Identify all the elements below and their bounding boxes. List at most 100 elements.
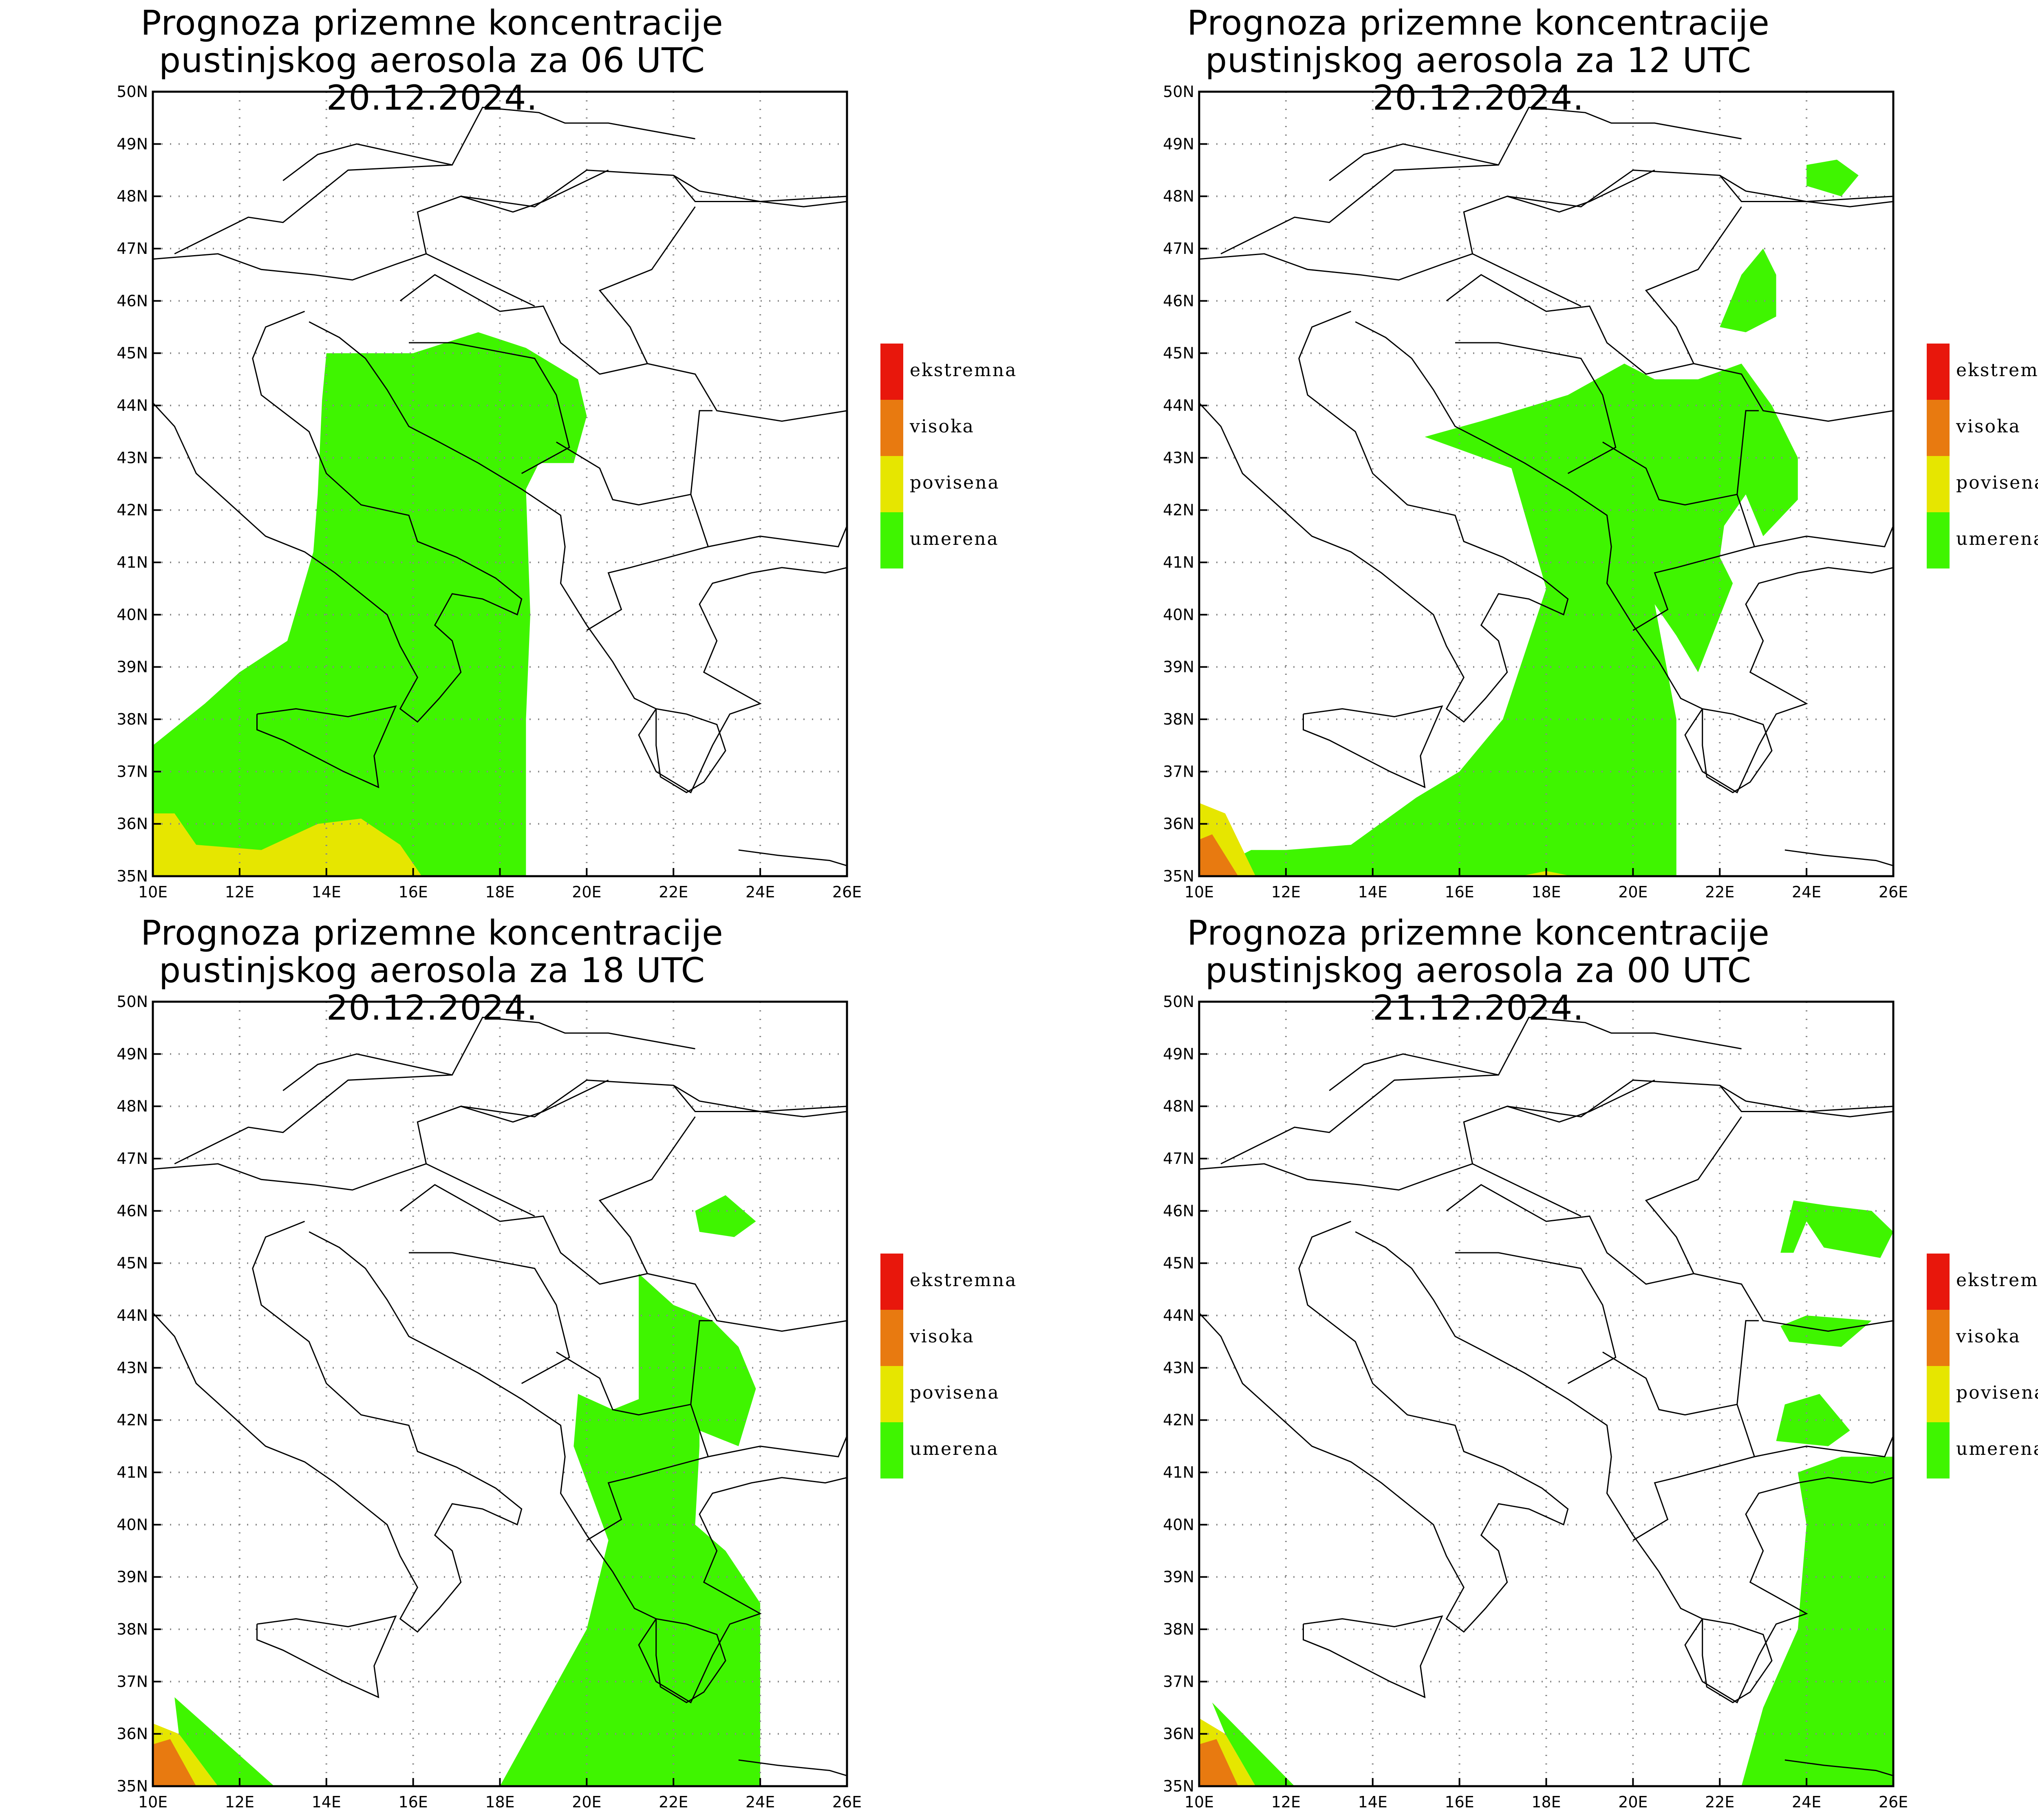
lon-tick-label: 12E — [1271, 1793, 1301, 1811]
legend-item-umerena: umerena — [880, 512, 1052, 568]
lat-tick-label: 46N — [1163, 1202, 1194, 1220]
lat-tick-label: 41N — [117, 553, 148, 571]
lat-tick-label: 41N — [117, 1463, 148, 1481]
lat-tick-label: 37N — [117, 1672, 148, 1690]
boundary-line — [1602, 1351, 1756, 1541]
legend-label: umerena — [1956, 529, 2038, 549]
aerosol-area-visoka — [153, 1739, 196, 1786]
lon-tick-label: 14E — [312, 1793, 341, 1811]
lat-tick-label: 36N — [117, 1725, 148, 1743]
lat-tick-label: 41N — [1163, 1463, 1194, 1481]
lat-tick-label: 48N — [117, 187, 148, 205]
boundary-line — [1303, 705, 1443, 789]
lat-tick-label: 35N — [1163, 867, 1194, 885]
boundary-line — [1507, 170, 1655, 213]
lat-tick-label: 41N — [1163, 553, 1194, 571]
boundary-line — [655, 1618, 726, 1703]
aerosol-area-umerena — [174, 1697, 274, 1786]
boundary-line — [174, 1074, 452, 1165]
legend-label: ekstremna — [1956, 360, 2038, 381]
aerosol-area-umerena — [1741, 1456, 1893, 1786]
lon-tick-label: 18E — [1531, 883, 1561, 901]
legend-swatch — [880, 1254, 903, 1310]
legend-label: ekstremna — [1956, 1270, 2038, 1291]
boundary-line — [153, 311, 523, 723]
legend-label: umerena — [1956, 1439, 2038, 1459]
lat-tick-label: 43N — [1163, 449, 1194, 467]
lat-tick-label: 37N — [1163, 762, 1194, 780]
boundary-line — [708, 525, 847, 548]
lat-tick-label: 37N — [1163, 1672, 1194, 1690]
lat-tick-label: 39N — [1163, 658, 1194, 676]
aerosol-area-umerena — [1199, 364, 1798, 876]
legend-item-visoka: visoka — [880, 400, 1052, 456]
lon-tick-label: 12E — [225, 1793, 254, 1811]
lat-tick-label: 35N — [1163, 1777, 1194, 1795]
legend-label: visoka — [910, 416, 975, 437]
lat-tick-label: 42N — [117, 1411, 148, 1429]
lon-tick-label: 22E — [659, 883, 688, 901]
lon-tick-label: 22E — [1705, 1793, 1734, 1811]
legend: ekstremna visoka povisena umerena — [880, 1254, 1052, 1482]
legend-swatch — [1927, 400, 1950, 456]
boundary-line — [174, 164, 452, 255]
boundary-line — [426, 253, 535, 307]
boundary-line — [738, 849, 847, 866]
boundary-line — [309, 1231, 847, 1703]
lon-tick-label: 24E — [746, 883, 775, 901]
boundary-line — [1303, 1615, 1443, 1699]
lon-tick-label: 14E — [1358, 1793, 1387, 1811]
map-18utc: 10E 12E 14E 16E 18E 20E 22E 24E 26E 35N 36N 37N 38N 3… — [117, 993, 862, 1811]
lat-tick-label: 39N — [117, 658, 148, 676]
legend-swatch — [880, 1366, 903, 1422]
lat-tick-label: 45N — [1163, 1254, 1194, 1272]
lon-tick-label: 16E — [1445, 1793, 1474, 1811]
lat-tick-label: 46N — [117, 292, 148, 310]
boundary-line — [1702, 1618, 1773, 1703]
legend-item-umerena: umerena — [880, 1422, 1052, 1478]
legend-label: povisena — [910, 472, 1000, 493]
boundary-line — [655, 708, 726, 793]
boundary-line — [1736, 1320, 1759, 1405]
boundary-line — [1455, 1252, 1617, 1384]
boundary-line — [256, 705, 397, 789]
boundary-line — [282, 106, 695, 181]
lon-tick-label: 16E — [398, 1793, 428, 1811]
lon-tick-label: 26E — [1879, 1793, 1908, 1811]
legend-swatch — [880, 1310, 903, 1366]
boundary-line — [256, 1615, 397, 1699]
lon-tick-label: 26E — [1879, 883, 1908, 901]
lon-tick-label: 24E — [1792, 1793, 1821, 1811]
lon-tick-label: 10E — [138, 883, 168, 901]
panel-title: Prognoza prizemne koncentracije pustinjs… — [141, 913, 723, 1028]
lon-tick-label: 10E — [138, 1793, 168, 1811]
boundary-line — [1784, 849, 1893, 866]
lat-tick-label: 40N — [1163, 606, 1194, 624]
lon-tick-label: 10E — [1184, 883, 1214, 901]
aerosol-area-umerena — [1776, 1394, 1850, 1446]
lat-tick-label: 46N — [1163, 292, 1194, 310]
lat-tick-label: 50N — [1163, 993, 1194, 1011]
lat-tick-label: 38N — [1163, 710, 1194, 728]
boundary-line — [1199, 169, 1893, 281]
lat-tick-label: 39N — [117, 1568, 148, 1586]
lat-tick-label: 42N — [117, 501, 148, 519]
legend-item-umerena: umerena — [1927, 1422, 2038, 1478]
boundary-line — [1446, 274, 1893, 422]
map-12utc: 10E 12E 14E 16E 18E 20E 22E 24E 26E 35N 36N 37N 38N 3… — [1163, 83, 1908, 901]
lat-tick-label: 44N — [117, 1307, 148, 1324]
boundary-line — [598, 1116, 696, 1274]
lat-tick-label: 45N — [117, 1254, 148, 1272]
lat-tick-label: 50N — [117, 83, 148, 101]
boundary-line — [1199, 1221, 1569, 1633]
legend-swatch — [880, 344, 903, 400]
lat-tick-label: 44N — [117, 397, 148, 414]
lat-tick-label: 43N — [117, 449, 148, 467]
boundary-line — [1446, 1184, 1893, 1332]
aerosol-area-umerena — [1780, 1200, 1893, 1258]
legend-swatch — [1927, 512, 1950, 568]
legend-item-visoka: visoka — [880, 1310, 1052, 1366]
lat-tick-label: 35N — [117, 1777, 148, 1795]
lat-tick-label: 43N — [117, 1359, 148, 1377]
boundary-line — [153, 1221, 523, 1633]
